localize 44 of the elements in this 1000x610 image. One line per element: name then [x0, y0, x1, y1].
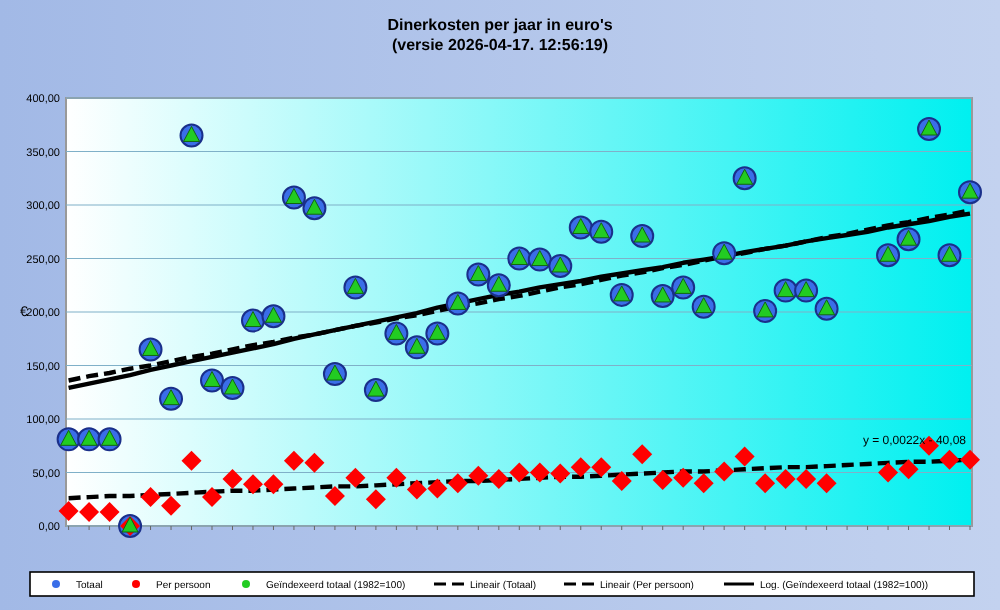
point — [222, 468, 243, 489]
point — [550, 463, 571, 484]
point — [324, 486, 345, 507]
point — [99, 502, 120, 523]
point — [632, 444, 653, 465]
point — [734, 446, 755, 467]
point — [140, 487, 161, 508]
point — [181, 450, 202, 471]
point — [447, 473, 468, 494]
point — [365, 489, 386, 510]
point — [427, 478, 448, 499]
point — [796, 468, 817, 489]
point — [263, 474, 284, 495]
point — [920, 119, 938, 136]
point — [509, 462, 530, 483]
point — [386, 467, 407, 488]
point — [304, 452, 325, 473]
point — [529, 462, 550, 483]
point — [673, 467, 694, 488]
point — [939, 449, 960, 470]
chart-subtitle: (versie 2026-04-17. 12:56:19) — [391, 36, 609, 54]
point — [591, 457, 612, 478]
point — [652, 469, 673, 490]
point — [58, 501, 79, 522]
point — [714, 461, 735, 482]
point — [406, 479, 427, 500]
point — [468, 465, 489, 486]
point — [345, 467, 366, 488]
point — [878, 462, 899, 483]
point — [202, 487, 222, 508]
point — [161, 495, 182, 516]
point — [960, 449, 980, 470]
point — [898, 459, 919, 480]
point — [283, 450, 304, 471]
point — [611, 471, 632, 492]
chart-title: Dinerkosten per jaar in euro's — [387, 16, 614, 34]
point — [816, 473, 837, 494]
point — [693, 473, 714, 494]
point — [488, 468, 509, 489]
point — [242, 474, 263, 495]
point — [79, 502, 100, 523]
point — [775, 468, 796, 489]
point — [570, 457, 591, 478]
point — [755, 473, 776, 494]
